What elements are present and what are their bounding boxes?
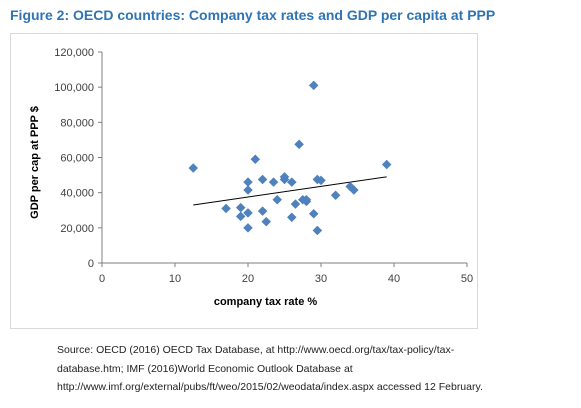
trendline	[193, 176, 387, 206]
data-point	[188, 163, 199, 173]
x-tick-label: 30	[315, 273, 327, 285]
data-point	[257, 174, 268, 185]
data-point	[243, 208, 253, 218]
data-point	[381, 159, 392, 170]
scatter-chart: 0 20,000 40,000 60,000 80,000 100,000 120,000 0…	[29, 47, 473, 308]
data-point	[279, 174, 290, 185]
x-axis-title: company tax rate %	[214, 296, 318, 308]
data-point	[286, 177, 297, 187]
data-point	[221, 203, 231, 214]
figure-title: Figure 2: OECD countries: Company tax ra…	[10, 7, 496, 23]
y-tick-label: 60,000	[60, 153, 94, 165]
data-point	[235, 202, 246, 213]
x-tick-label: 50	[461, 273, 473, 285]
data-point	[330, 190, 341, 201]
source-line: http://www.imf.org/external/pubs/ft/weo/…	[57, 381, 483, 393]
chart-area: 0 20,000 40,000 60,000 80,000 100,000 120,000 0…	[10, 33, 478, 329]
y-tick-label: 0	[88, 258, 94, 270]
x-tick-label: 20	[242, 273, 254, 285]
data-point	[312, 225, 323, 236]
data-point	[294, 139, 304, 150]
data-point	[290, 199, 301, 209]
data-point	[316, 175, 326, 186]
y-tick-label: 20,000	[60, 223, 94, 235]
data-point	[286, 212, 297, 223]
data-point	[301, 194, 312, 205]
y-tick-label: 120,000	[54, 47, 94, 59]
data-point	[235, 211, 246, 222]
data-point	[308, 208, 319, 219]
source-note: Source: OECD (2016) OECD Tax Database, a…	[57, 341, 577, 397]
axes	[98, 51, 468, 267]
data-point	[308, 80, 319, 91]
y-tick-label: 40,000	[60, 188, 94, 200]
x-tick-label: 40	[388, 273, 400, 285]
data-point	[250, 154, 261, 165]
x-tick-label: 10	[169, 273, 181, 285]
y-axis-title: GDP per cap at PPP $	[29, 106, 41, 219]
y-tick-label: 80,000	[60, 117, 94, 129]
source-line: database.htm; IMF (2016)World Economic O…	[57, 362, 353, 375]
data-point	[272, 194, 283, 205]
data-point	[257, 206, 268, 216]
data-point	[243, 185, 253, 195]
data-point	[261, 216, 272, 227]
source-line: Source: OECD (2016) OECD Tax Database, a…	[57, 344, 455, 356]
trendline-layer	[193, 176, 387, 206]
data-point	[268, 177, 279, 187]
y-tick-label: 100,000	[54, 82, 94, 94]
axis-labels: 0 20,000 40,000 60,000 80,000 100,000 120,000 0…	[29, 47, 473, 308]
data-point	[243, 222, 253, 233]
x-tick-label: 0	[99, 273, 105, 285]
data-points	[188, 80, 392, 236]
data-point	[348, 185, 359, 195]
